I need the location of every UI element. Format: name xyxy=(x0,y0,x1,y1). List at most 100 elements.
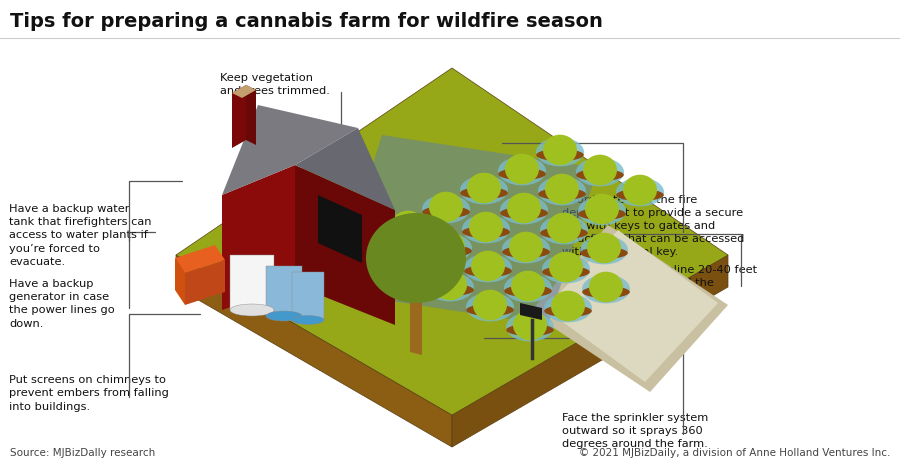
Ellipse shape xyxy=(623,174,657,205)
Ellipse shape xyxy=(544,305,592,317)
Ellipse shape xyxy=(504,273,552,303)
Ellipse shape xyxy=(433,270,467,300)
Ellipse shape xyxy=(466,304,514,316)
Ellipse shape xyxy=(616,189,664,201)
Ellipse shape xyxy=(462,215,510,243)
Ellipse shape xyxy=(582,286,630,298)
Ellipse shape xyxy=(471,251,505,281)
Ellipse shape xyxy=(230,304,274,316)
Ellipse shape xyxy=(547,213,581,243)
Text: Source: MJBizDally research: Source: MJBizDally research xyxy=(10,448,155,458)
Text: Have a backup
generator in case
the power lines go
down.: Have a backup generator in case the powe… xyxy=(9,279,115,329)
Ellipse shape xyxy=(513,310,547,340)
Polygon shape xyxy=(230,255,274,310)
Ellipse shape xyxy=(499,168,545,180)
Ellipse shape xyxy=(536,149,584,161)
Polygon shape xyxy=(530,225,728,392)
Polygon shape xyxy=(176,68,728,415)
Ellipse shape xyxy=(538,188,586,200)
Ellipse shape xyxy=(422,206,470,218)
Ellipse shape xyxy=(466,293,514,321)
Ellipse shape xyxy=(580,235,628,265)
Polygon shape xyxy=(222,105,358,195)
Ellipse shape xyxy=(583,155,617,185)
Text: Coordinate with the fire
department to provide a secure
box with keys to gates a: Coordinate with the fire department to p… xyxy=(562,195,745,257)
Polygon shape xyxy=(232,85,246,148)
Ellipse shape xyxy=(469,212,503,242)
Ellipse shape xyxy=(353,230,387,260)
Polygon shape xyxy=(410,290,422,355)
Polygon shape xyxy=(222,165,295,310)
Ellipse shape xyxy=(504,285,552,297)
Ellipse shape xyxy=(616,178,664,206)
Ellipse shape xyxy=(549,252,583,282)
Ellipse shape xyxy=(540,227,588,239)
Ellipse shape xyxy=(424,245,472,257)
Ellipse shape xyxy=(506,313,554,341)
Polygon shape xyxy=(292,272,324,320)
Ellipse shape xyxy=(498,157,546,185)
Ellipse shape xyxy=(576,158,624,186)
Ellipse shape xyxy=(587,233,621,263)
Ellipse shape xyxy=(545,174,579,204)
Text: Keep vegetation
and trees trimmed.: Keep vegetation and trees trimmed. xyxy=(220,73,330,96)
Ellipse shape xyxy=(542,255,590,283)
Ellipse shape xyxy=(511,271,545,301)
Polygon shape xyxy=(185,260,225,305)
Ellipse shape xyxy=(386,264,434,276)
Ellipse shape xyxy=(426,272,474,302)
Polygon shape xyxy=(452,255,728,447)
Ellipse shape xyxy=(422,195,470,223)
Polygon shape xyxy=(175,258,185,305)
Ellipse shape xyxy=(507,193,541,223)
Ellipse shape xyxy=(509,232,543,262)
Ellipse shape xyxy=(429,192,463,222)
Ellipse shape xyxy=(391,211,425,241)
Ellipse shape xyxy=(578,208,626,220)
Text: Put screens on chimneys to
prevent embers from falling
into buildings.: Put screens on chimneys to prevent ember… xyxy=(9,375,169,412)
Ellipse shape xyxy=(500,196,548,224)
Ellipse shape xyxy=(542,266,590,278)
Ellipse shape xyxy=(506,324,554,336)
Ellipse shape xyxy=(460,175,508,204)
Ellipse shape xyxy=(366,213,466,303)
Ellipse shape xyxy=(292,316,324,325)
Ellipse shape xyxy=(576,169,624,181)
Polygon shape xyxy=(232,85,256,98)
Ellipse shape xyxy=(578,197,626,226)
Ellipse shape xyxy=(467,173,501,203)
Polygon shape xyxy=(246,85,256,145)
Polygon shape xyxy=(295,128,395,210)
Ellipse shape xyxy=(464,265,512,277)
Ellipse shape xyxy=(536,137,584,166)
Polygon shape xyxy=(176,255,452,447)
Ellipse shape xyxy=(464,254,512,282)
Ellipse shape xyxy=(427,284,473,296)
Ellipse shape xyxy=(266,311,302,321)
Ellipse shape xyxy=(544,294,592,322)
Text: Tips for preparing a cannabis farm for wildfire season: Tips for preparing a cannabis farm for w… xyxy=(10,12,603,31)
Ellipse shape xyxy=(585,194,619,224)
Ellipse shape xyxy=(424,234,472,262)
Ellipse shape xyxy=(500,207,548,219)
Text: Face the sprinkler system
outward so it sprays 360
degrees around the farm.: Face the sprinkler system outward so it … xyxy=(562,413,709,449)
Ellipse shape xyxy=(346,244,394,256)
Polygon shape xyxy=(332,135,598,325)
Ellipse shape xyxy=(580,247,628,259)
Ellipse shape xyxy=(582,275,630,303)
Ellipse shape xyxy=(540,216,588,244)
Polygon shape xyxy=(175,245,225,273)
Ellipse shape xyxy=(463,226,509,238)
Ellipse shape xyxy=(473,290,507,320)
Polygon shape xyxy=(520,303,542,320)
Ellipse shape xyxy=(384,213,432,242)
Ellipse shape xyxy=(589,272,623,303)
Ellipse shape xyxy=(502,246,550,258)
Ellipse shape xyxy=(502,234,550,264)
Ellipse shape xyxy=(431,231,465,261)
Polygon shape xyxy=(318,195,362,263)
Ellipse shape xyxy=(543,135,577,165)
Polygon shape xyxy=(266,266,302,316)
Ellipse shape xyxy=(460,187,508,199)
Ellipse shape xyxy=(551,291,585,321)
